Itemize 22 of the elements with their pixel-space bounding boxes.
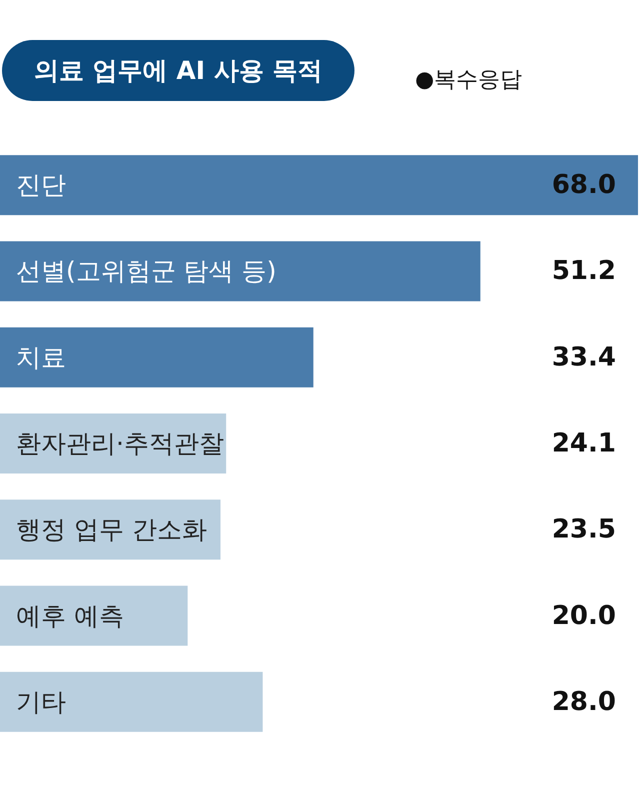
y-tick-label: 치료 (16, 342, 66, 372)
y-tick-label: 선별(고위험군 탐색 등) (16, 256, 276, 286)
y-tick-label: 예후 예측 (16, 601, 124, 630)
data-label: 33.4 (552, 342, 616, 372)
y-tick-label: 진단 (16, 170, 66, 200)
data-label: 24.1 (552, 428, 616, 458)
chart-subtitle: ●복수응답 (415, 68, 522, 92)
data-label: 68.0 (552, 170, 616, 200)
bar (0, 500, 220, 560)
data-label: 28.0 (552, 686, 616, 717)
bar (0, 155, 638, 216)
bar (0, 586, 188, 646)
bar (0, 327, 314, 388)
data-label: 23.5 (552, 514, 616, 545)
chart-title: 의료 업무에 AI 사용 목적 (34, 56, 322, 85)
bar (0, 672, 263, 732)
y-tick-label: 행정 업무 간소화 (16, 515, 207, 544)
data-label: 51.2 (552, 256, 616, 286)
data-label: 20.0 (552, 600, 616, 631)
y-tick-label: 기타 (16, 687, 66, 716)
bar (0, 241, 480, 302)
y-tick-label: 환자관리·추적관찰 (16, 429, 224, 458)
